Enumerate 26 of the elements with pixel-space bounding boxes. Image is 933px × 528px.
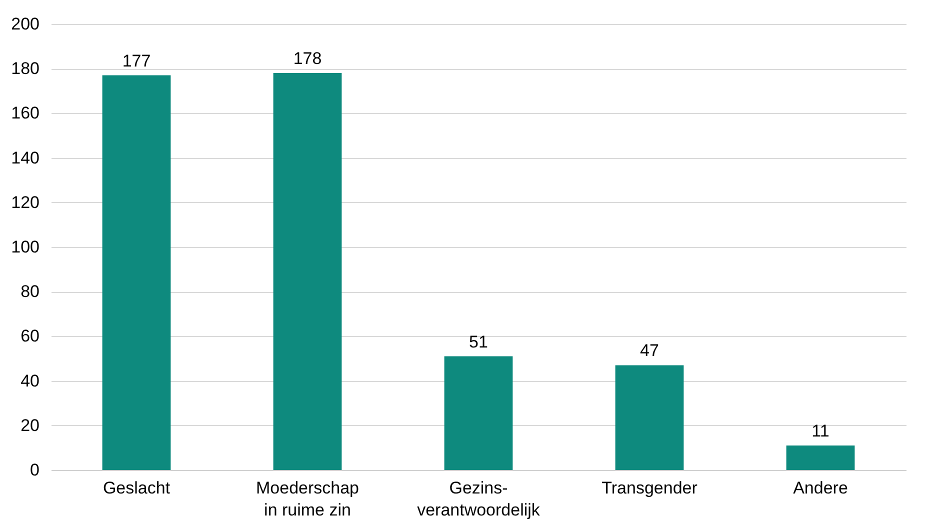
y-tick-label: 80	[20, 282, 40, 302]
x-tick-label: Gezins- verantwoordelijk	[417, 478, 540, 520]
y-tick-label: 160	[11, 104, 40, 123]
y-tick-label: 200	[11, 14, 40, 34]
data-label: 47	[640, 341, 659, 360]
y-tick-label: 180	[11, 59, 40, 78]
bar	[273, 73, 342, 470]
y-tick-label: 60	[20, 326, 40, 346]
x-tick-label: Moederschap in ruime zin	[256, 478, 360, 520]
data-label: 177	[122, 51, 151, 70]
x-tick-label: Geslacht	[102, 478, 170, 498]
y-tick-label: 20	[20, 416, 40, 435]
x-tick-label: Transgender	[602, 478, 698, 498]
y-tick-label: 140	[11, 148, 40, 168]
data-label: 51	[469, 332, 488, 352]
bar	[102, 75, 171, 470]
bar	[786, 445, 855, 470]
y-tick-label: 100	[11, 238, 40, 256]
y-tick-label: 120	[11, 192, 40, 212]
data-label: 11	[812, 421, 830, 440]
data-label: 178	[293, 49, 322, 68]
bar	[615, 365, 684, 470]
y-tick-label: 0	[30, 460, 40, 480]
y-tick-label: 40	[20, 371, 40, 390]
bar	[444, 356, 513, 470]
x-tick-label: Andere	[793, 478, 848, 498]
